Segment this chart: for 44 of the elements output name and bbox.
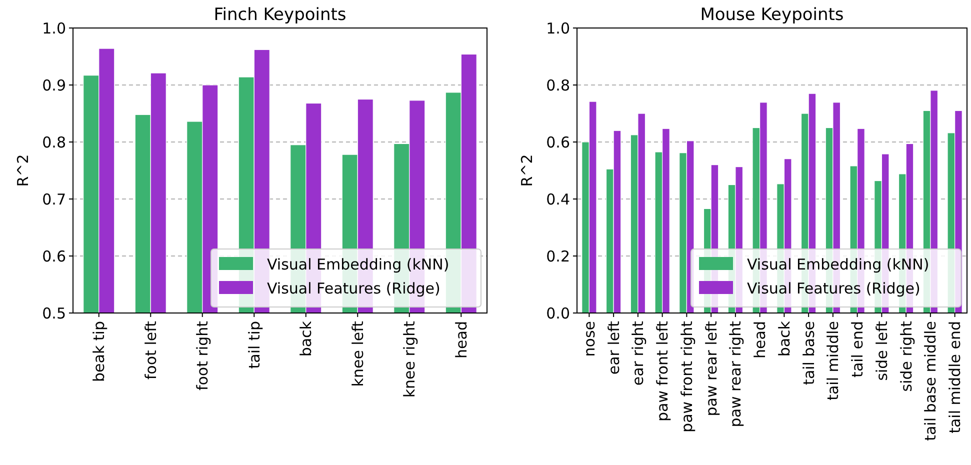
legend-label: Visual Features (Ridge) — [267, 279, 440, 298]
x-tick-label: side right — [897, 320, 916, 392]
y-tick-label: 0.7 — [42, 190, 66, 208]
x-tick-label: tail end — [848, 321, 867, 378]
x-tick-label: knee right — [400, 320, 419, 398]
x-tick-label: tail base middle — [922, 321, 940, 441]
x-tick-label: paw front left — [654, 320, 672, 422]
y-tick-label: 0.6 — [42, 247, 66, 266]
y-axis-title: R^2 — [518, 154, 536, 187]
x-tick-label: knee left — [348, 320, 367, 387]
y-tick-label: 0.6 — [546, 133, 570, 152]
x-tick-label: tail base — [800, 321, 818, 385]
y-tick-label: 0.0 — [546, 304, 570, 322]
x-tick-label: nose — [580, 321, 598, 357]
x-tick-label: head — [751, 321, 770, 358]
x-tick-label: head — [452, 321, 470, 358]
y-tick-label: 0.8 — [546, 76, 570, 94]
y-tick-label: 0.8 — [42, 133, 66, 152]
y-tick-label: 0.9 — [42, 76, 66, 94]
legend-label: Visual Features (Ridge) — [747, 279, 920, 298]
x-tick-label: paw front right — [678, 320, 696, 432]
chart-title: Finch Keypoints — [214, 5, 346, 25]
y-tick-label: 0.5 — [42, 304, 66, 322]
y-axis-title: R^2 — [14, 154, 32, 187]
x-tick-label: ear right — [629, 320, 648, 386]
x-tick-label: foot left — [142, 320, 160, 380]
chart-title: Mouse Keypoints — [700, 5, 844, 25]
x-tick-label: paw rear right — [726, 320, 745, 428]
x-tick-label: back — [775, 320, 794, 357]
x-tick-label: tail middle — [824, 321, 842, 400]
y-tick-label: 0.2 — [546, 247, 570, 266]
x-tick-label: tail tip — [245, 321, 264, 369]
x-tick-label: paw rear left — [702, 320, 720, 416]
legend-label: Visual Embedding (kNN) — [747, 255, 930, 274]
y-tick-label: 1.0 — [546, 19, 570, 38]
x-tick-label: back — [297, 320, 316, 357]
x-tick-label: tail middle end — [946, 321, 964, 434]
y-tick-label: 0.4 — [546, 190, 570, 208]
y-tick-label: 1.0 — [42, 19, 66, 38]
x-tick-label: ear left — [604, 320, 623, 375]
legend-label: Visual Embedding (kNN) — [267, 255, 450, 274]
x-tick-label: side left — [872, 320, 891, 381]
x-tick-label: beak tip — [90, 321, 108, 382]
x-tick-label: foot right — [194, 320, 212, 391]
